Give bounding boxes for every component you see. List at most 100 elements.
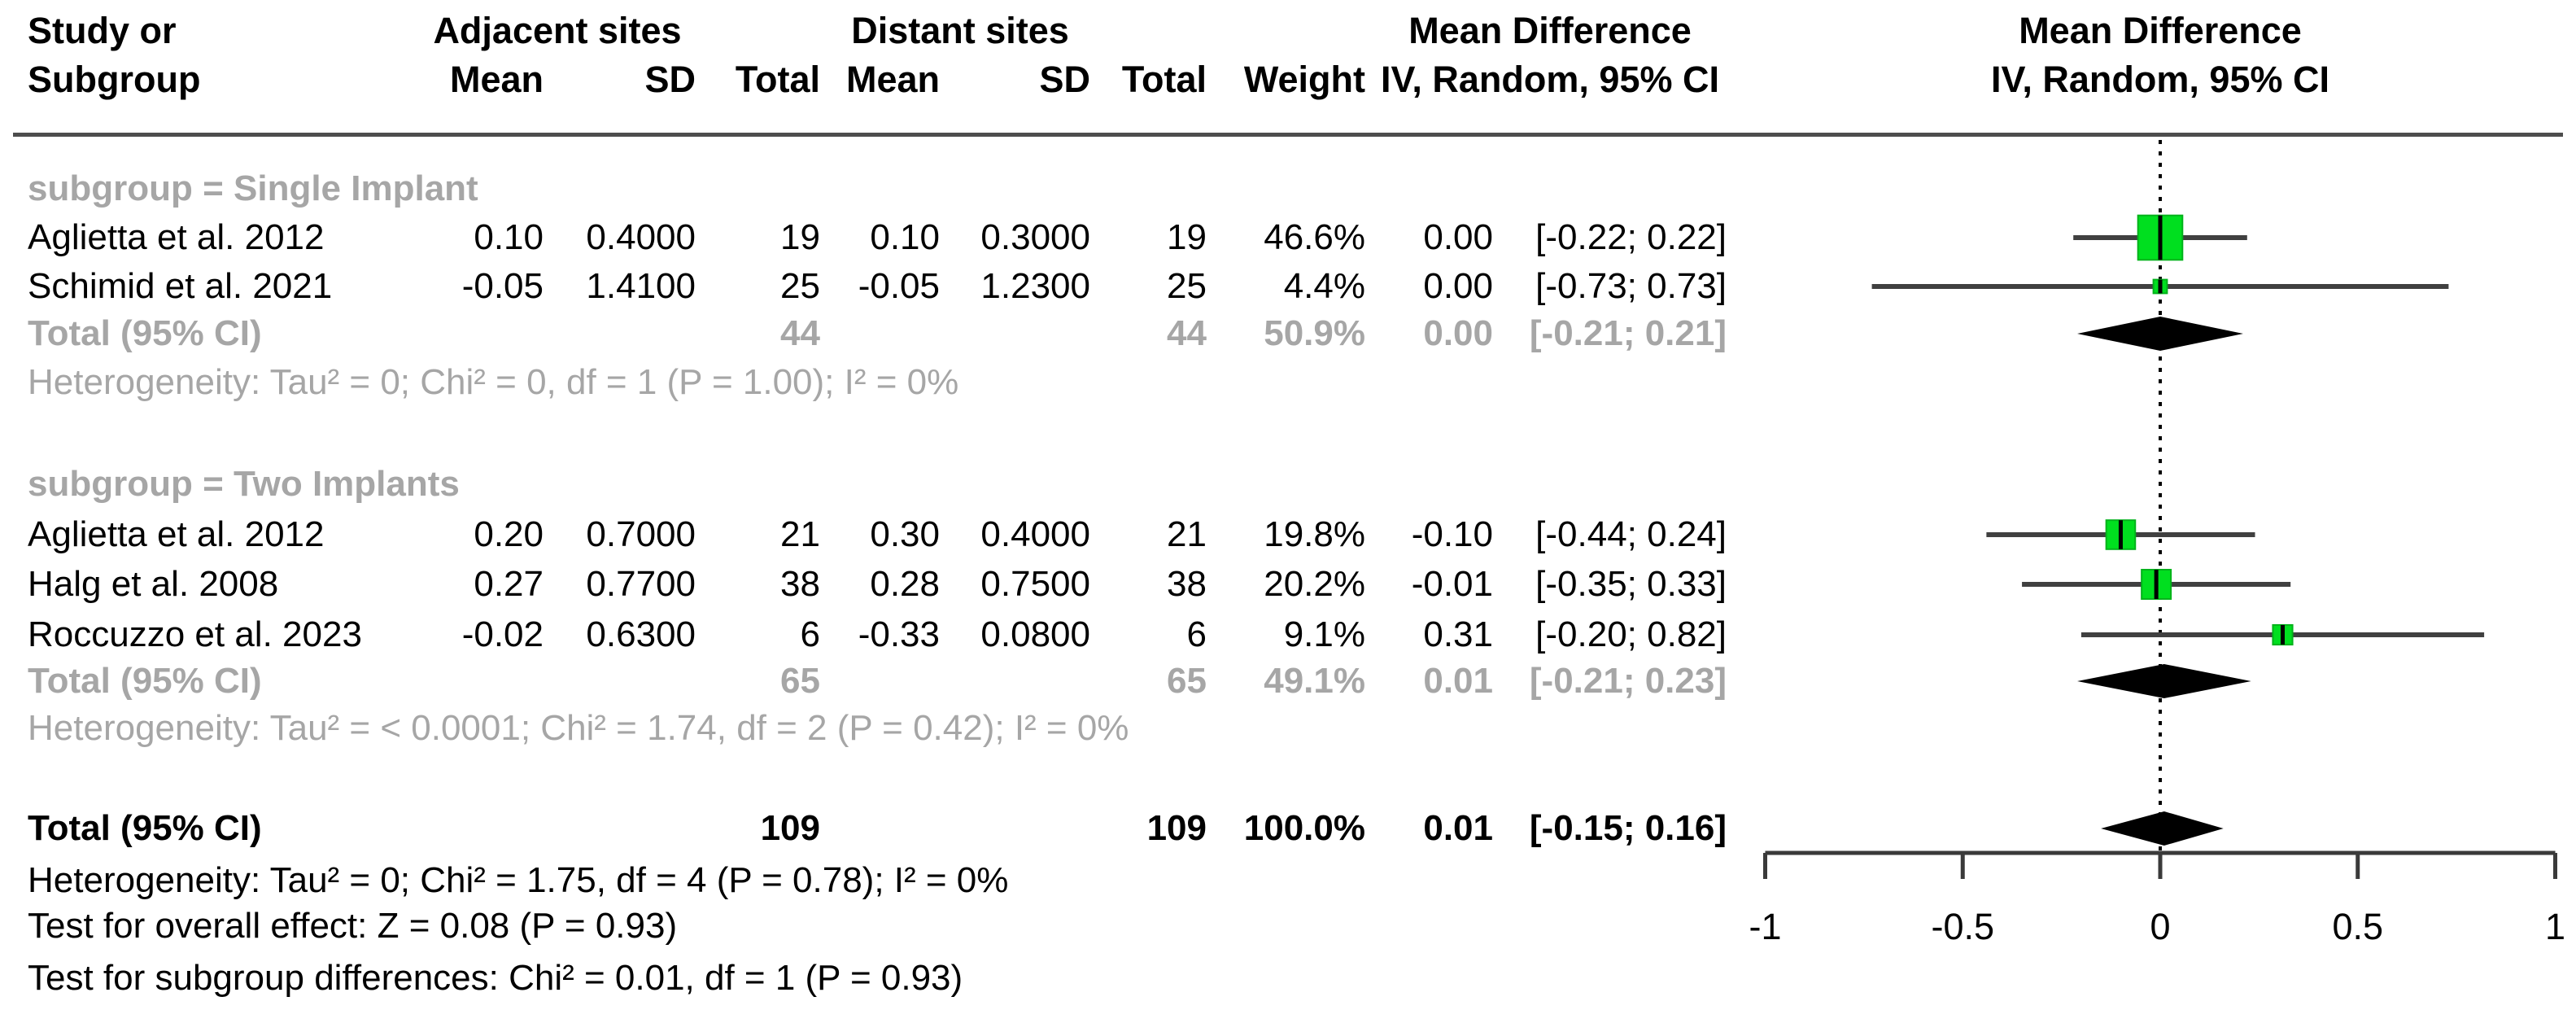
column-header-mean1: Mean [449,59,544,100]
md-estimate-cell: 0.00 [1423,266,1493,306]
total2-cell: 44 [1167,313,1207,353]
sd1-cell: 0.6300 [586,614,696,654]
column-header-weight: Weight [1243,59,1365,100]
plot-header-md-subtitle: IV, Random, 95% CI [1991,59,2329,100]
sd1-cell: 1.4100 [586,266,696,306]
pooled-diamond [2101,811,2224,846]
column-header-total2: Total [1121,59,1207,100]
total1-cell: 19 [780,217,820,257]
total1-cell: 65 [780,661,820,701]
md-estimate-cell: 0.00 [1423,217,1493,257]
md-estimate-cell: 0.01 [1423,808,1493,848]
study-label: Aglietta et al. 2012 [28,514,325,554]
axis-tick-label: -1 [1749,906,1781,947]
study-label: Halg et al. 2008 [28,564,279,604]
md-estimate-cell: 0.31 [1423,614,1493,654]
md-ci-cell: [-0.44; 0.24] [1535,514,1727,554]
sd1-cell: 0.4000 [586,217,696,257]
study-label: Heterogeneity: Tau² = < 0.0001; Chi² = 1… [28,708,1129,748]
mean2-cell: -0.33 [858,614,940,654]
sd1-cell: 0.7700 [586,564,696,604]
mean1-cell: 0.27 [474,564,544,604]
sd2-cell: 0.7500 [980,564,1090,604]
total2-cell: 38 [1167,564,1207,604]
weight-cell: 50.9% [1264,313,1365,353]
weight-cell: 100.0% [1243,808,1365,848]
column-header-adjacent-sites: Adjacent sites [433,10,682,51]
study-label: Schimid et al. 2021 [28,266,333,306]
md-ci-cell: [-0.20; 0.82] [1535,614,1727,654]
md-ci-cell: [-0.21; 0.23] [1529,661,1727,701]
total1-cell: 25 [780,266,820,306]
weight-cell: 49.1% [1264,661,1365,701]
header-divider-rule [13,133,2563,137]
md-ci-cell: [-0.22; 0.22] [1535,217,1727,257]
column-header-total1: Total [735,59,820,100]
mean1-cell: 0.10 [474,217,544,257]
total2-cell: 19 [1167,217,1207,257]
study-label: Test for overall effect: Z = 0.08 (P = 0… [28,906,678,946]
total1-cell: 44 [780,313,820,353]
md-estimate-cell: 0.00 [1423,313,1493,353]
column-header-md-subtitle: IV, Random, 95% CI [1381,59,1719,100]
column-header-sd1: SD [644,59,696,100]
weight-cell: 9.1% [1283,614,1365,654]
plot-header-md-title: Mean Difference [2019,10,2302,51]
md-estimate-cell: -0.10 [1411,514,1493,554]
sd2-cell: 0.4000 [980,514,1090,554]
weight-cell: 4.4% [1283,266,1365,306]
md-estimate-cell: -0.01 [1411,564,1493,604]
md-estimate-cell: 0.01 [1423,661,1493,701]
mean2-cell: 0.28 [870,564,940,604]
column-header-study-line2: Subgroup [28,59,201,100]
study-label: Total (95% CI) [28,808,262,848]
pooled-diamond [2077,317,2243,351]
axis-tick-label: 0.5 [2332,906,2383,947]
sd1-cell: 0.7000 [586,514,696,554]
total1-cell: 38 [780,564,820,604]
total2-cell: 109 [1146,808,1207,848]
weight-cell: 19.8% [1264,514,1365,554]
md-ci-cell: [-0.35; 0.33] [1535,564,1727,604]
mean1-cell: 0.20 [474,514,544,554]
study-label: Total (95% CI) [28,661,262,701]
mean2-cell: 0.10 [870,217,940,257]
pooled-diamond [2077,664,2251,698]
md-ci-cell: [-0.21; 0.21] [1529,313,1727,353]
mean1-cell: -0.02 [461,614,544,654]
mean2-cell: 0.30 [870,514,940,554]
weight-cell: 46.6% [1264,217,1365,257]
sd2-cell: 1.2300 [980,266,1090,306]
study-label: subgroup = Two Implants [28,464,460,504]
total2-cell: 21 [1167,514,1207,554]
column-header-distant-sites: Distant sites [851,10,1069,51]
axis-tick-label: -0.5 [1931,906,1994,947]
study-label: Heterogeneity: Tau² = 0; Chi² = 0, df = … [28,362,959,402]
total2-cell: 65 [1167,661,1207,701]
sd2-cell: 0.0800 [980,614,1090,654]
total1-cell: 109 [760,808,820,848]
weight-cell: 20.2% [1264,564,1365,604]
study-label: Roccuzzo et al. 2023 [28,614,362,654]
mean2-cell: -0.05 [858,266,940,306]
sd2-cell: 0.3000 [980,217,1090,257]
column-header-md-title: Mean Difference [1408,10,1692,51]
md-ci-cell: [-0.73; 0.73] [1535,266,1727,306]
column-header-sd2: SD [1039,59,1090,100]
total1-cell: 6 [800,614,820,654]
study-label: Heterogeneity: Tau² = 0; Chi² = 1.75, df… [28,860,1009,900]
axis-tick-label: 1 [2545,906,2565,947]
mean1-cell: -0.05 [461,266,544,306]
study-label: Test for subgroup differences: Chi² = 0.… [28,958,963,998]
column-header-study-line1: Study or [28,10,177,51]
study-label: subgroup = Single Implant [28,168,478,208]
axis-tick-label: 0 [2150,906,2170,947]
column-header-mean2: Mean [845,59,940,100]
study-label: Total (95% CI) [28,313,262,353]
total2-cell: 25 [1167,266,1207,306]
study-label: Aglietta et al. 2012 [28,217,325,257]
md-ci-cell: [-0.15; 0.16] [1529,808,1727,848]
total1-cell: 21 [780,514,820,554]
